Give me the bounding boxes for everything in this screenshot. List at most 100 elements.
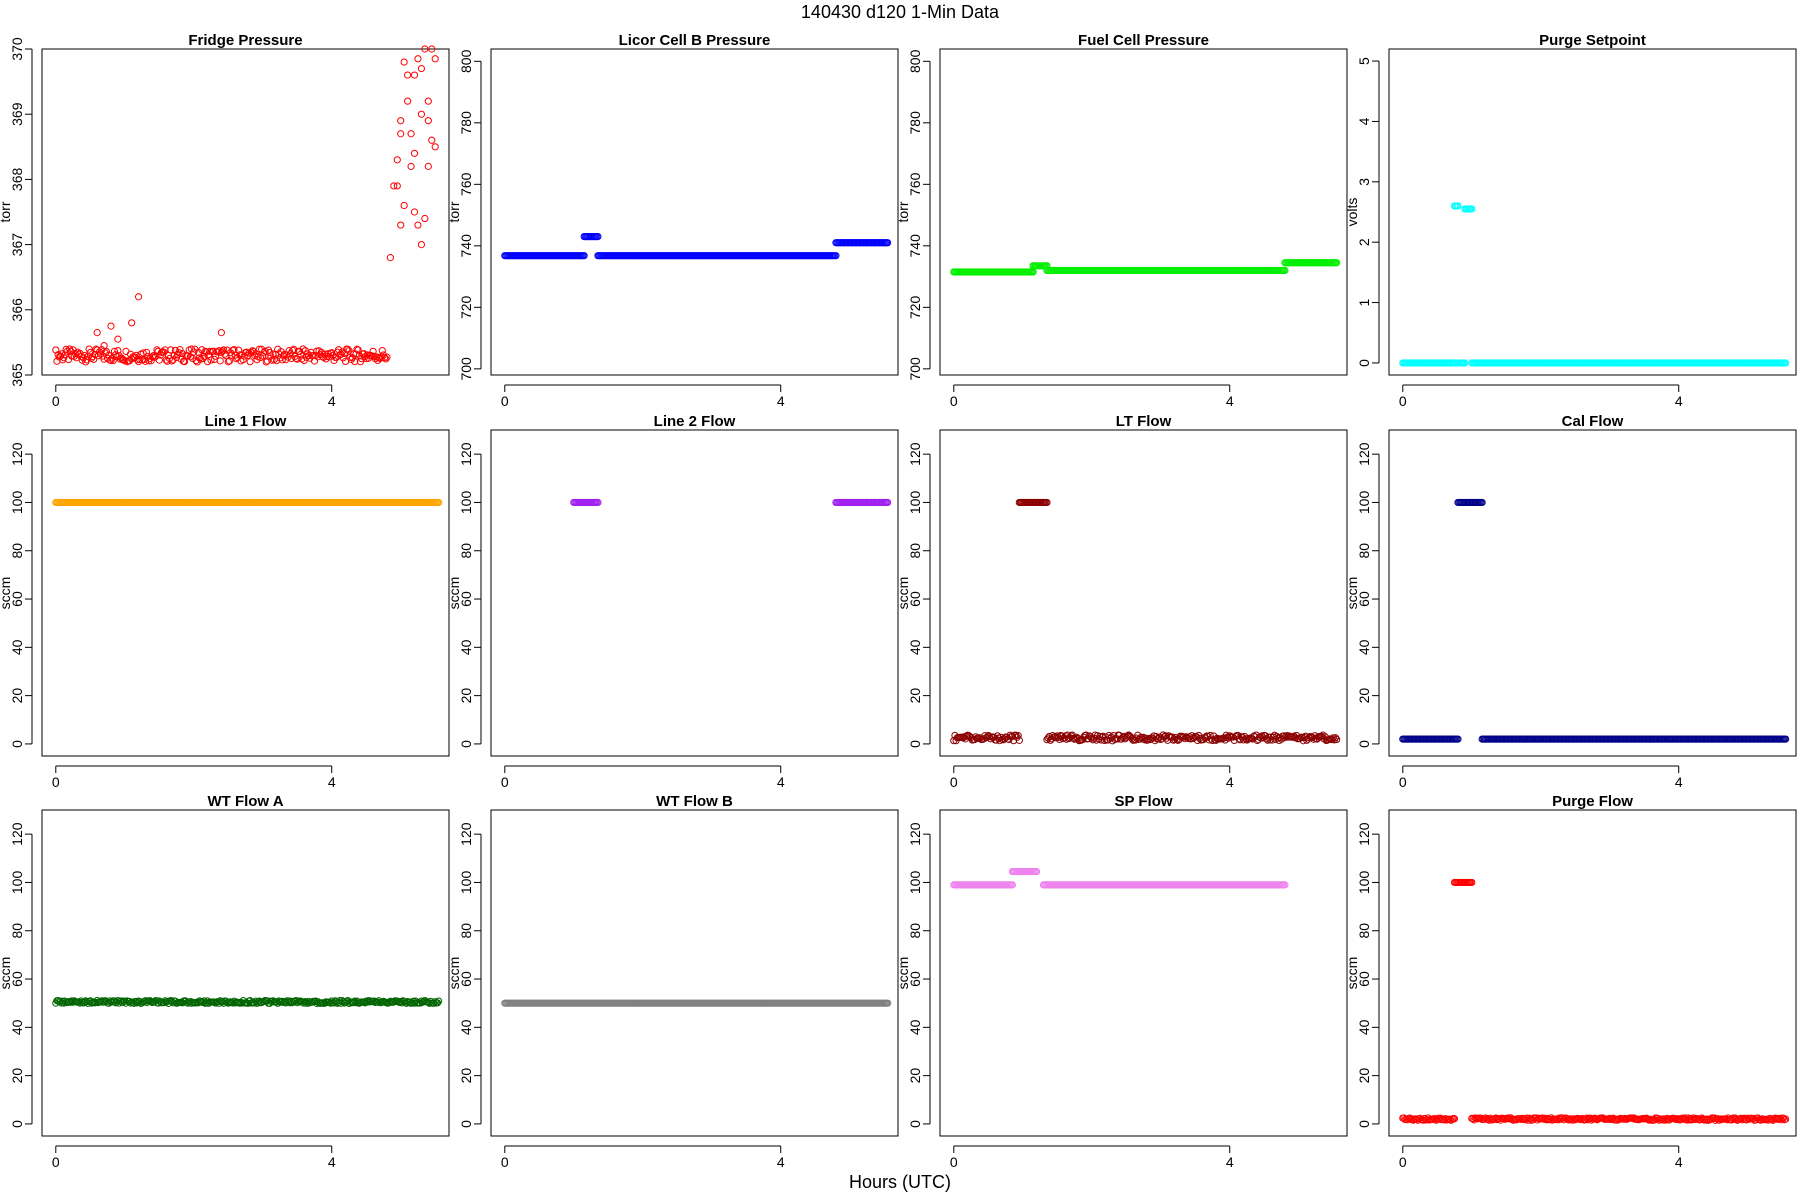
y-tick-label: 700 [907,357,923,381]
y-tick-label: 20 [907,688,923,704]
y-tick-label: 20 [9,1068,25,1084]
data-point [414,221,422,229]
x-tick-label: 4 [777,393,785,409]
data-point [414,55,422,63]
data-point [85,345,93,353]
data-point [407,130,415,138]
data-point [114,335,122,343]
y-axis-label: sccm [446,577,462,610]
x-tick-label: 0 [52,1154,60,1170]
data-point [102,347,110,356]
x-tick-label: 0 [501,1154,509,1170]
y-axis-label: sccm [446,957,462,990]
data-point [186,353,194,361]
data-point [428,136,436,144]
y-axis-label: sccm [1344,957,1360,990]
y-tick-label: 800 [458,49,474,73]
data-point [1064,731,1072,739]
data-point [1333,735,1341,744]
y-tick-label: 720 [907,295,923,319]
data-point [404,71,412,79]
y-tick-label: 100 [9,871,25,895]
data-point [832,252,840,260]
y-tick-label: 40 [458,639,474,655]
x-tick-label: 4 [328,393,336,409]
y-tick-label: 0 [9,1120,25,1128]
y-tick-label: 1 [1356,298,1372,306]
plot-frame [490,48,899,376]
y-tick-label: 80 [9,543,25,559]
data-point [369,347,377,355]
data-point [352,350,360,358]
data-point [410,71,419,79]
y-tick-label: 40 [9,639,25,655]
data-point [1281,881,1289,889]
y-tick-label: 60 [9,971,25,987]
x-tick-label: 4 [1675,393,1683,409]
data-point [100,342,108,350]
panel-title: Fridge Pressure [188,32,302,49]
plot-frame [41,48,450,376]
data-point [393,156,401,164]
data-point [134,293,143,301]
panel-grid: Fridge Pressure torr 0 4 365 366 367 368 369 370 L… [0,32,1797,1170]
y-axis-label: sccm [895,957,911,990]
data-point [435,498,443,507]
y-tick-label: 740 [458,234,474,258]
data-point [421,214,429,223]
y-tick-label: 365 [9,363,25,387]
data-point [310,357,319,365]
y-tick-label: 0 [907,740,923,748]
data-point [435,997,443,1005]
data-point [1454,735,1462,743]
data-point [90,355,98,363]
data-point [1014,732,1022,740]
data-point [594,498,602,507]
y-tick-label: 20 [458,1068,474,1084]
data-point [83,356,91,364]
data-point [1331,734,1340,742]
panel-title: WT Flow B [656,793,733,810]
data-point [111,351,120,359]
y-axis-label: volts [1344,198,1360,227]
y-tick-label: 368 [9,168,25,192]
data-point [1189,734,1197,743]
data-points [501,233,892,260]
data-point [400,58,408,66]
data-point [107,322,115,330]
y-tick-label: 760 [458,172,474,196]
plot-frame [41,809,450,1137]
y-tick-label: 0 [1356,1120,1372,1128]
data-points [950,259,1341,276]
x-tick-label: 4 [777,774,785,790]
panel-title: Purge Flow [1552,793,1633,810]
data-point [1447,1116,1455,1124]
x-tick-label: 0 [501,393,509,409]
y-tick-label: 100 [907,871,923,895]
y-tick-label: 20 [1356,688,1372,704]
y-tick-label: 0 [907,1120,923,1128]
data-point [76,349,84,357]
data-point [132,351,140,359]
y-tick-label: 367 [9,233,25,257]
data-point [293,355,301,363]
data-point [84,352,92,361]
data-point [167,997,175,1005]
data-point [257,345,266,353]
data-point [206,347,214,355]
y-tick-label: 40 [1356,1019,1372,1035]
y-tick-label: 120 [907,442,923,466]
data-point [231,351,239,359]
data-point [1144,736,1152,744]
data-point [884,999,892,1007]
plot-frame [1388,809,1797,1137]
x-tick-label: 4 [1675,774,1683,790]
panel-title: Line 1 Flow [205,413,287,430]
data-point [386,254,394,262]
y-tick-label: 20 [458,688,474,704]
y-axis-label: torr [446,201,462,222]
data-point [424,97,432,105]
